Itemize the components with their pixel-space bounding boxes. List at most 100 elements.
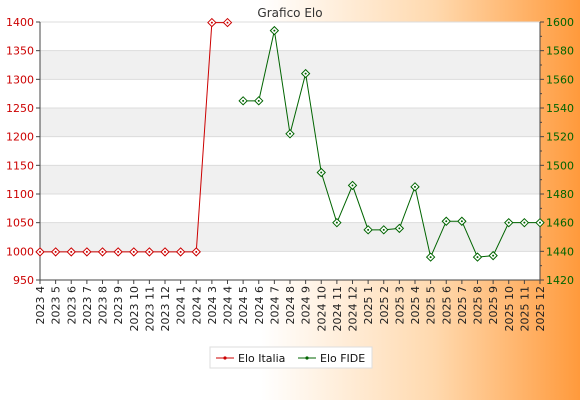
chart-title: Grafico Elo <box>257 6 322 20</box>
x-tick-label: 2024 8 <box>284 286 297 325</box>
left-tick-label: 1350 <box>6 45 34 58</box>
data-point-center <box>492 254 495 257</box>
x-tick-label: 2025 9 <box>487 286 500 325</box>
right-tick-label: 1500 <box>546 159 574 172</box>
x-tick-label: 2024 10 <box>315 286 328 332</box>
left-tick-label: 1150 <box>6 159 34 172</box>
x-tick-label: 2024 9 <box>300 286 313 325</box>
x-tick-label: 2023 4 <box>34 286 47 325</box>
x-tick-label: 2023 10 <box>128 286 141 332</box>
x-tick-label: 2024 11 <box>331 286 344 332</box>
data-point-center <box>507 221 510 224</box>
plot-area <box>40 22 540 280</box>
data-point-center <box>195 250 198 253</box>
x-tick-label: 2024 2 <box>190 286 203 325</box>
x-tick-label: 2025 5 <box>425 286 438 325</box>
x-tick-label: 2025 7 <box>456 286 469 325</box>
plot-band <box>40 222 540 252</box>
right-tick-label: 1420 <box>546 274 574 287</box>
legend-label-italia: Elo Italia <box>238 352 285 365</box>
x-tick-label: 2024 4 <box>222 286 235 325</box>
left-axis-ticks: 950 1000 1050 1100 1150 1200 1250 1300 1350 1400 <box>6 16 40 287</box>
x-tick-label: 2024 7 <box>268 286 281 325</box>
x-tick-label: 2025 1 <box>362 286 375 325</box>
data-point-center <box>289 132 291 135</box>
x-tick-label: 2025 8 <box>472 286 485 325</box>
x-axis-ticks: 2023 4 2023 5 2023 6 2023 7 2023 8 2023 9 2023… <box>34 280 547 332</box>
right-tick-label: 1460 <box>546 217 574 230</box>
right-tick-label: 1540 <box>546 102 574 115</box>
data-point-center <box>210 21 213 24</box>
left-tick-label: 1200 <box>6 131 34 144</box>
x-tick-label: 2025 2 <box>378 286 391 325</box>
left-tick-label: 1400 <box>6 16 34 29</box>
data-point-center <box>398 227 401 230</box>
x-tick-label: 2024 12 <box>347 286 360 332</box>
x-tick-label: 2024 5 <box>237 286 250 325</box>
data-point-center <box>476 256 479 259</box>
x-tick-label: 2025 4 <box>409 286 422 325</box>
series-elo-italia <box>35 17 233 257</box>
right-tick-label: 1560 <box>546 73 574 86</box>
left-tick-label: 1050 <box>6 217 34 230</box>
left-tick-label: 950 <box>13 274 34 287</box>
data-point-center <box>320 171 323 174</box>
grid-lines <box>40 21 540 281</box>
right-tick-label: 1480 <box>546 188 574 201</box>
data-point-center <box>164 250 166 253</box>
data-point-center <box>539 221 541 224</box>
data-point-center <box>242 99 245 102</box>
right-tick-label: 1580 <box>546 45 574 58</box>
data-point-center <box>460 220 463 223</box>
data-point-center <box>226 21 229 24</box>
x-tick-label: 2023 12 <box>159 286 172 332</box>
x-tick-label: 2025 11 <box>518 286 531 332</box>
x-tick-label: 2023 7 <box>81 286 94 325</box>
data-point-center <box>367 228 370 231</box>
plot-band <box>40 50 540 80</box>
data-point-center <box>101 250 104 253</box>
right-axis-ticks: 1420 1440 1460 1480 1500 1520 1540 1560 1580 1600 <box>540 16 574 287</box>
x-tick-label: 2023 6 <box>65 286 78 325</box>
data-point-center <box>132 250 135 253</box>
data-point-center <box>117 250 120 253</box>
left-tick-label: 1300 <box>6 73 34 86</box>
x-tick-label: 2025 10 <box>503 286 516 332</box>
data-point-center <box>70 250 73 253</box>
plot-band <box>40 165 540 194</box>
x-tick-label: 2025 3 <box>393 286 406 325</box>
x-tick-label: 2024 1 <box>175 286 188 325</box>
data-point-center <box>179 250 182 253</box>
data-point-center <box>148 250 151 253</box>
x-tick-label: 2023 9 <box>112 286 125 325</box>
left-tick-label: 1100 <box>6 188 34 201</box>
data-point-center <box>523 221 526 224</box>
data-point-center <box>257 99 260 102</box>
legend-box <box>209 346 373 369</box>
left-tick-label: 1250 <box>6 102 34 115</box>
data-point-center <box>351 184 354 187</box>
right-tick-label: 1440 <box>546 245 574 258</box>
data-point-center <box>335 221 338 224</box>
x-tick-label: 2024 3 <box>206 286 219 325</box>
data-point-center <box>304 72 307 75</box>
data-point-center <box>382 228 385 231</box>
data-point-center <box>85 250 88 253</box>
x-tick-label: 2025 12 <box>534 286 547 332</box>
legend-label-fide: Elo FIDE <box>320 352 365 365</box>
series-layer <box>35 17 545 262</box>
x-tick-label: 2025 6 <box>440 286 453 325</box>
series-elo-fide <box>238 25 545 262</box>
x-tick-label: 2023 8 <box>97 286 110 325</box>
x-tick-label: 2024 6 <box>253 286 266 325</box>
legend-marker-italia <box>223 356 227 360</box>
x-tick-label: 2023 5 <box>50 286 63 325</box>
x-tick-label: 2023 11 <box>143 286 156 332</box>
data-point-center <box>54 250 57 253</box>
right-tick-label: 1520 <box>546 131 574 144</box>
data-point-center <box>445 220 448 223</box>
data-point-center <box>429 256 432 259</box>
right-tick-label: 1600 <box>546 16 574 29</box>
